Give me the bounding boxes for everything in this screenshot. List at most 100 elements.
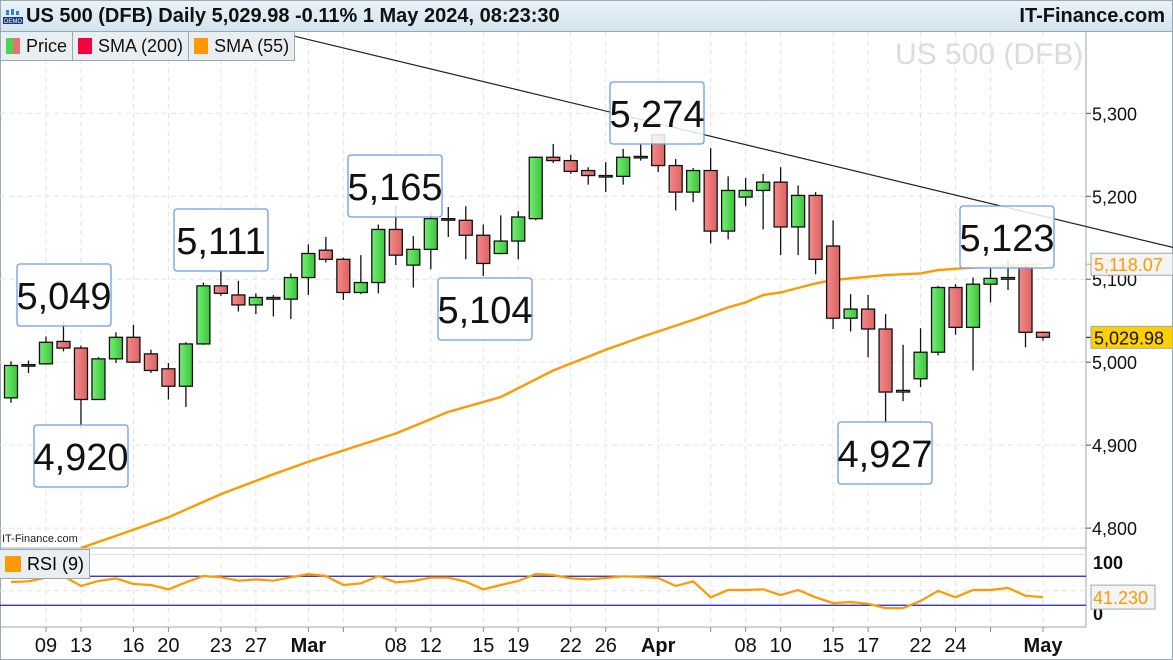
x-tick-label: 16: [122, 635, 144, 657]
annotation-box: [837, 421, 933, 485]
price-annotation: 5,274: [609, 81, 705, 145]
candle-body: [423, 218, 438, 251]
candle-body: [860, 308, 876, 330]
candle-body: [598, 174, 613, 178]
x-tick-label: 17: [857, 635, 879, 657]
x-tick-label: 20: [157, 635, 179, 657]
candle-body: [38, 341, 54, 365]
candle-body: [318, 249, 333, 260]
candle-body: [913, 351, 928, 380]
candle-body: [546, 156, 561, 162]
candle-body: [231, 294, 246, 306]
candle: [301, 244, 316, 295]
annotation-box: [16, 263, 112, 327]
candle: [231, 280, 246, 312]
x-tick-label: 08: [385, 635, 407, 657]
candle: [825, 220, 841, 329]
annotation-label: 4,927: [837, 434, 932, 476]
candle-body: [108, 336, 124, 360]
price-annotation: 5,104: [437, 277, 533, 341]
candle: [161, 363, 176, 400]
candle-body: [73, 347, 89, 401]
y-tick-label: 5,300: [1092, 104, 1137, 124]
candle-body: [91, 358, 106, 401]
candle: [860, 294, 876, 358]
x-tick-label: 27: [245, 635, 267, 657]
candle: [948, 284, 963, 335]
demo-candles-icon: DEMO: [3, 9, 23, 24]
brand-name[interactable]: IT-Finance.com: [1019, 5, 1165, 27]
candle-body: [755, 181, 771, 192]
candle-body: [301, 252, 316, 279]
candle-body: [895, 389, 911, 393]
x-tick-label: 09: [35, 635, 57, 657]
candle: [3, 361, 19, 403]
candle-body: [371, 228, 386, 284]
candle: [423, 211, 438, 270]
x-tick-label: 13: [70, 635, 92, 657]
candle: [283, 273, 299, 320]
candle: [371, 224, 386, 294]
sma200-swatch-icon: [78, 38, 93, 54]
candle-body: [353, 281, 368, 294]
candle-body: [721, 189, 736, 232]
candle: [773, 167, 788, 256]
candle-body: [196, 285, 211, 345]
rsi-legend[interactable]: RSI (9): [0, 549, 91, 579]
candle: [983, 267, 998, 303]
candle: [458, 206, 473, 260]
annotation-label: 4,920: [33, 437, 128, 479]
candle-body: [1000, 276, 1016, 280]
x-tick-label: May: [1024, 635, 1064, 657]
y-tick-label: 4,800: [1092, 519, 1137, 539]
annotation-label: 5,274: [609, 94, 704, 136]
candle-body: [248, 296, 264, 306]
candle: [808, 192, 823, 275]
legend-label: SMA (200): [98, 35, 184, 56]
legend-item-price[interactable]: Price: [1, 32, 74, 60]
candle: [686, 168, 701, 203]
candle-body: [3, 364, 19, 399]
candle: [755, 173, 771, 230]
candle: [738, 178, 753, 207]
candle-body: [528, 156, 543, 220]
x-tick-label: 23: [210, 635, 232, 657]
price-label-box: [1090, 252, 1173, 276]
candle-body: [458, 219, 473, 236]
candle-body: [930, 286, 946, 353]
price-label-text: 5,118.07: [1094, 255, 1163, 275]
source-label: IT-Finance.com: [2, 533, 78, 545]
annotation-box: [347, 154, 443, 218]
rsi-tick-label: 100: [1093, 553, 1123, 573]
candle-body: [878, 328, 893, 393]
candle-body: [388, 228, 403, 256]
candle-body: [161, 368, 176, 387]
candle: [930, 285, 946, 356]
candle: [143, 349, 159, 373]
candle: [73, 345, 89, 429]
annotation-label: 5,104: [437, 290, 532, 332]
candle-body: [703, 169, 718, 232]
candle: [178, 342, 194, 407]
legend-item-sma200[interactable]: SMA (200): [73, 32, 190, 60]
candle-body: [965, 283, 981, 328]
legend-label: Price: [26, 35, 68, 56]
candle: [126, 324, 141, 364]
price-annotation: 5,049: [16, 263, 112, 327]
candle: [91, 357, 106, 401]
candle-body: [283, 276, 299, 300]
candle: [266, 294, 281, 317]
x-tick-label: 15: [822, 635, 844, 657]
y-tick-label: 5,200: [1092, 187, 1137, 207]
chart-header: DEMO US 500 (DFB) Daily 5,029.98 -0.11% …: [0, 0, 1173, 32]
y-tick-label: 5,000: [1092, 353, 1137, 373]
candle: [318, 236, 333, 263]
candle: [1018, 265, 1033, 348]
x-tick-label: 12: [420, 635, 442, 657]
candle-body: [773, 181, 788, 228]
annotation-box: [959, 205, 1055, 269]
candle: [511, 211, 526, 260]
legend-item-sma55[interactable]: SMA (55): [189, 32, 294, 60]
